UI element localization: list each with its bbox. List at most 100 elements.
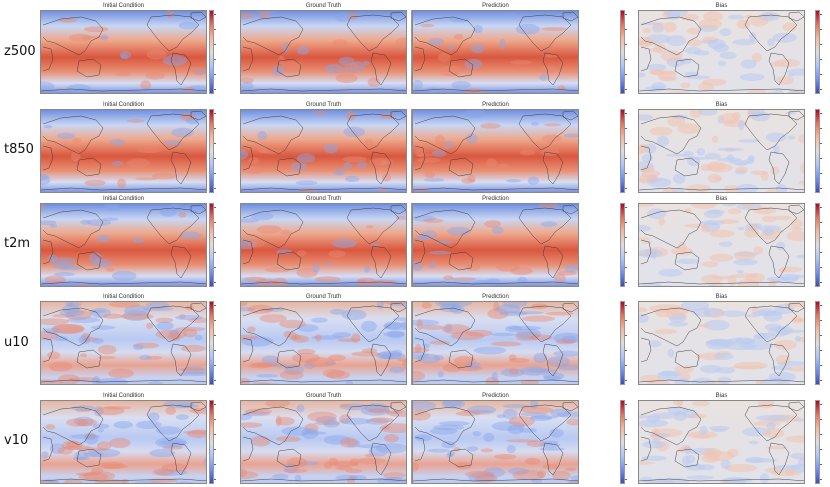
field-blotch [91,467,104,474]
antarctica-coast [41,187,206,191]
field-blotch [381,352,406,360]
field-blotch [120,54,128,59]
antarctica-coast [41,478,206,482]
world-map [412,301,579,385]
field-blotch [102,217,119,221]
field-blotch [428,261,437,269]
colorbar-tick [625,449,627,450]
field-blotch [102,313,123,319]
field-blotch [698,18,722,30]
field-blotch [99,461,125,469]
row-label-4: v10 [4,433,29,448]
field-blotch [717,60,727,67]
field-blotch [120,313,154,320]
asia-coast [42,115,104,155]
field-blotch [685,463,706,471]
field-blotch [113,421,133,429]
colorbar-tick [625,74,627,75]
field-blotch [296,153,316,163]
field-blotch [734,361,768,370]
field-blotch [248,157,260,165]
field-blotch [163,140,183,146]
south-america-coast [768,151,790,185]
north-america-coast [146,305,200,343]
field-blotch [323,461,332,469]
field-blotch [564,264,578,273]
map-background [413,11,578,93]
north-america-coast [346,305,400,343]
field-blotch [244,408,272,415]
field-blotch [701,261,719,268]
panel-1-0: Initial Condition [40,101,207,193]
field-blotch [315,416,337,424]
colorbar-tick [214,479,216,480]
field-blotch [241,306,255,312]
field-blotch [507,424,525,435]
field-blotch [515,331,540,341]
field-blotch [392,317,406,322]
north-america-coast [146,404,200,442]
field-blotch [704,153,721,160]
world-map [412,400,579,484]
map-canvas [241,302,406,384]
field-blotch [790,219,803,229]
field-blotch [524,457,541,465]
field-blotch [345,110,356,121]
map-background [241,11,406,93]
field-blotch [57,374,80,384]
field-blotch [520,366,548,376]
south-america-coast [768,442,790,476]
field-blotch [57,189,64,192]
field-blotch [419,235,426,240]
field-blotch [755,379,764,384]
panel-title: Ground Truth [305,294,342,300]
field-blotch [684,445,692,455]
field-blotch [155,317,174,324]
colorbar [209,109,214,193]
field-blotch [736,183,759,192]
field-blotch [493,302,500,311]
antarctica-coast [413,478,578,482]
field-blotch [395,215,406,221]
world-map [40,203,207,287]
field-blotch [384,434,399,443]
field-blotch [279,370,304,380]
field-blotch [485,158,497,168]
field-blotch [275,415,282,427]
field-blotch [361,348,378,354]
field-blotch [332,238,357,248]
panel-title: Initial Condition [102,393,145,399]
field-blotch [686,184,711,192]
field-blotch [443,140,454,149]
field-blotch [188,85,206,90]
field-blotch [687,27,700,35]
field-blotch [773,89,784,93]
field-blotch [497,163,510,170]
field-blotch [171,127,194,138]
map-canvas [241,110,406,192]
field-blotch [156,321,174,331]
panel-4-1: Ground Truth [240,392,407,484]
africa-coast [42,337,54,363]
field-blotch [75,408,92,412]
field-blotch [155,437,187,448]
panel-title: Ground Truth [305,393,342,399]
field-blotch [178,314,186,319]
colorbar-tick [625,128,627,129]
field-blotch [727,14,745,20]
field-blotch [639,39,657,46]
field-blotch [442,324,470,335]
panel-title: Ground Truth [305,196,342,202]
colorbar [815,400,820,484]
colorbar-tick [820,237,822,238]
field-blotch [103,406,132,410]
field-blotch [676,258,700,265]
panel-title: Bias [715,294,728,300]
field-blotch [649,68,664,76]
south-america-coast [370,52,392,86]
field-blotch [339,417,371,425]
panel-2-0: Initial Condition [40,195,207,287]
map-background [41,11,206,93]
field-blotch [663,22,677,33]
field-blotch [764,428,785,439]
